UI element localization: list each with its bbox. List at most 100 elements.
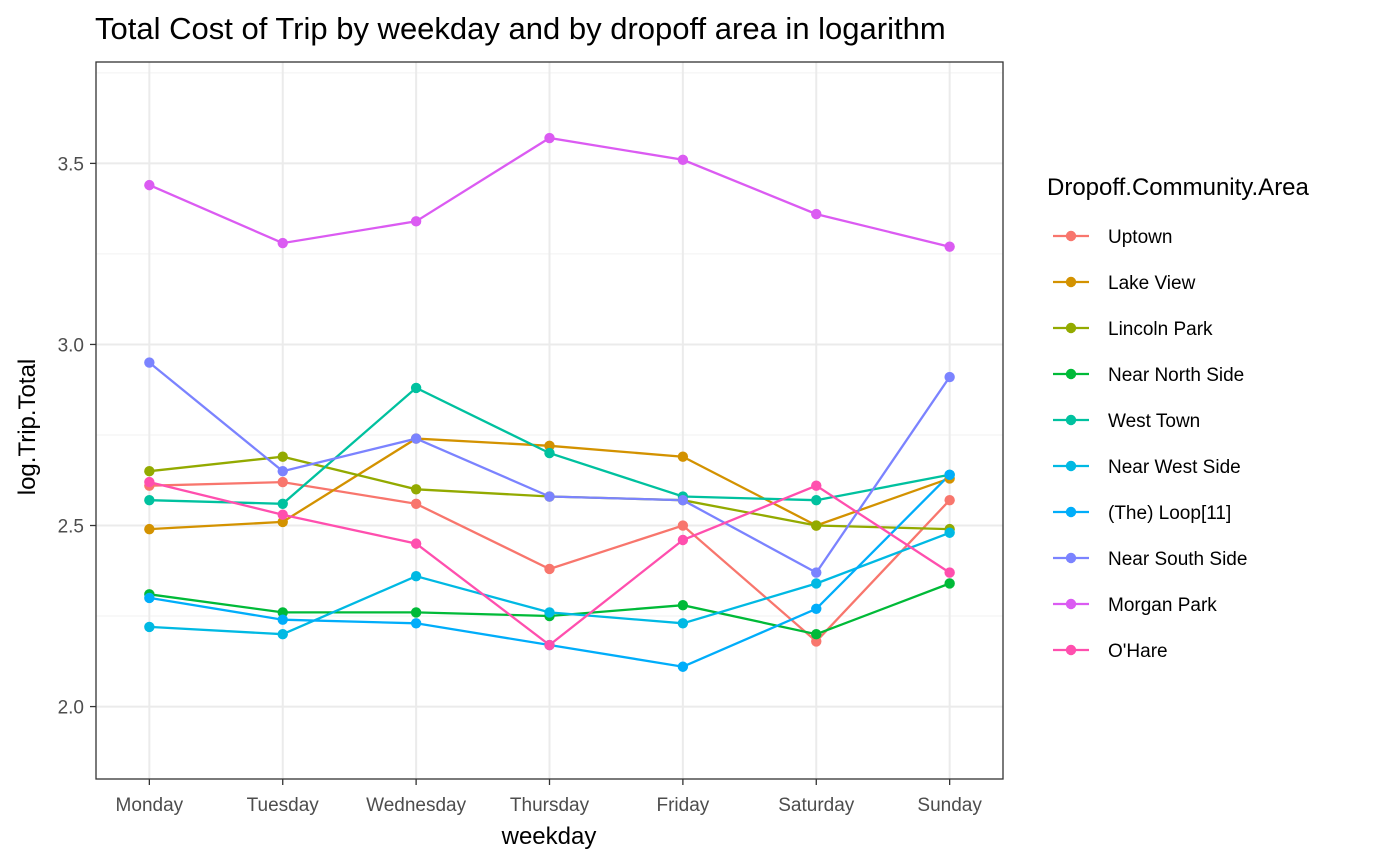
data-point — [144, 592, 155, 604]
data-point — [410, 498, 422, 509]
legend-key-point — [1065, 644, 1077, 656]
data-point — [544, 563, 555, 575]
data-point — [277, 237, 288, 249]
x-tick-label: Wednesday — [366, 795, 466, 816]
legend-title: Dropoff.Community.Area — [1047, 174, 1310, 201]
data-point — [410, 433, 422, 444]
data-point — [677, 534, 689, 546]
y-tick-label: 2.5 — [58, 517, 84, 538]
legend-label: West Town — [1108, 411, 1200, 432]
data-point — [410, 484, 422, 495]
legend-label: Lake View — [1108, 273, 1196, 294]
legend-label: Near North Side — [1108, 365, 1244, 386]
data-point — [544, 440, 555, 452]
legend-label: Morgan Park — [1108, 595, 1217, 616]
data-point — [410, 538, 422, 549]
legend-label: Uptown — [1108, 227, 1172, 248]
data-point — [811, 636, 822, 647]
legend-key-point — [1065, 230, 1077, 242]
x-axis: Monday Tuesday Wednesday Thursday Friday Satu… — [116, 779, 982, 816]
data-point — [811, 578, 822, 589]
data-point — [410, 618, 422, 629]
data-point — [277, 614, 288, 625]
data-point — [144, 357, 155, 368]
data-point — [544, 491, 555, 502]
data-point — [677, 618, 689, 629]
data-point — [677, 661, 689, 672]
legend-label: Near South Side — [1108, 549, 1247, 570]
x-tick-label: Monday — [116, 795, 184, 816]
data-point — [544, 447, 555, 459]
x-tick-label: Saturday — [778, 795, 855, 816]
legend-item: Uptown — [1053, 227, 1172, 248]
data-point — [944, 567, 955, 578]
data-point — [277, 451, 288, 462]
data-point — [677, 451, 689, 462]
legend-key-point — [1065, 276, 1077, 288]
legend-item: Near South Side — [1053, 549, 1247, 570]
data-point — [277, 509, 288, 520]
data-point — [944, 527, 955, 538]
data-point — [677, 154, 689, 165]
data-point — [277, 607, 288, 618]
legend-item: Lincoln Park — [1053, 319, 1213, 340]
data-point — [677, 520, 689, 531]
x-axis-title: weekday — [501, 823, 597, 850]
data-point — [144, 494, 155, 506]
legend-key-point — [1065, 552, 1077, 564]
legend-item: Lake View — [1053, 273, 1196, 294]
legend-key-point — [1065, 322, 1077, 334]
legend-item: West Town — [1053, 411, 1200, 432]
data-point — [410, 216, 422, 227]
legend-key-point — [1065, 598, 1077, 610]
data-point — [944, 371, 955, 383]
y-tick-label: 2.0 — [58, 698, 84, 719]
data-point — [944, 241, 955, 252]
y-axis-title: log.Trip.Total — [14, 359, 41, 496]
data-point — [944, 469, 955, 481]
legend-key-point — [1065, 414, 1077, 426]
data-point — [144, 179, 155, 191]
data-point — [544, 639, 555, 651]
data-point — [277, 516, 288, 528]
legend-key-point — [1065, 368, 1077, 380]
legend-label: Lincoln Park — [1108, 319, 1213, 340]
series-points — [144, 132, 955, 672]
legend-key-point — [1065, 460, 1077, 472]
y-axis: 2.0 2.5 3.0 3.5 — [58, 154, 96, 719]
data-point — [544, 132, 555, 144]
legend-item: Near West Side — [1053, 457, 1241, 478]
x-tick-label: Friday — [656, 795, 709, 816]
data-point — [811, 628, 822, 640]
data-point — [277, 465, 288, 477]
data-point — [410, 607, 422, 618]
data-point — [811, 480, 822, 491]
data-point — [144, 465, 155, 477]
x-tick-label: Thursday — [510, 795, 590, 816]
data-point — [277, 628, 288, 640]
legend-item: O'Hare — [1053, 641, 1168, 662]
legend-label: (The) Loop[11] — [1108, 503, 1231, 524]
legend-key-point — [1065, 506, 1077, 518]
data-point — [277, 476, 288, 488]
data-point — [410, 571, 422, 582]
data-point — [277, 498, 288, 509]
legend-label: Near West Side — [1108, 457, 1241, 478]
data-point — [410, 382, 422, 394]
data-point — [944, 494, 955, 506]
legend-item: (The) Loop[11] — [1053, 503, 1231, 524]
data-point — [144, 621, 155, 633]
data-point — [811, 208, 822, 220]
data-point — [677, 494, 689, 506]
data-point — [677, 599, 689, 611]
data-point — [144, 476, 155, 488]
data-point — [811, 520, 822, 531]
legend-label: O'Hare — [1108, 641, 1168, 662]
legend-item: Morgan Park — [1053, 595, 1217, 616]
data-point — [811, 494, 822, 506]
data-point — [944, 578, 955, 589]
legend: Dropoff.Community.Area Uptown Lake View Li… — [1047, 174, 1310, 662]
chart-title: Total Cost of Trip by weekday and by dro… — [95, 11, 946, 46]
data-point — [811, 567, 822, 578]
